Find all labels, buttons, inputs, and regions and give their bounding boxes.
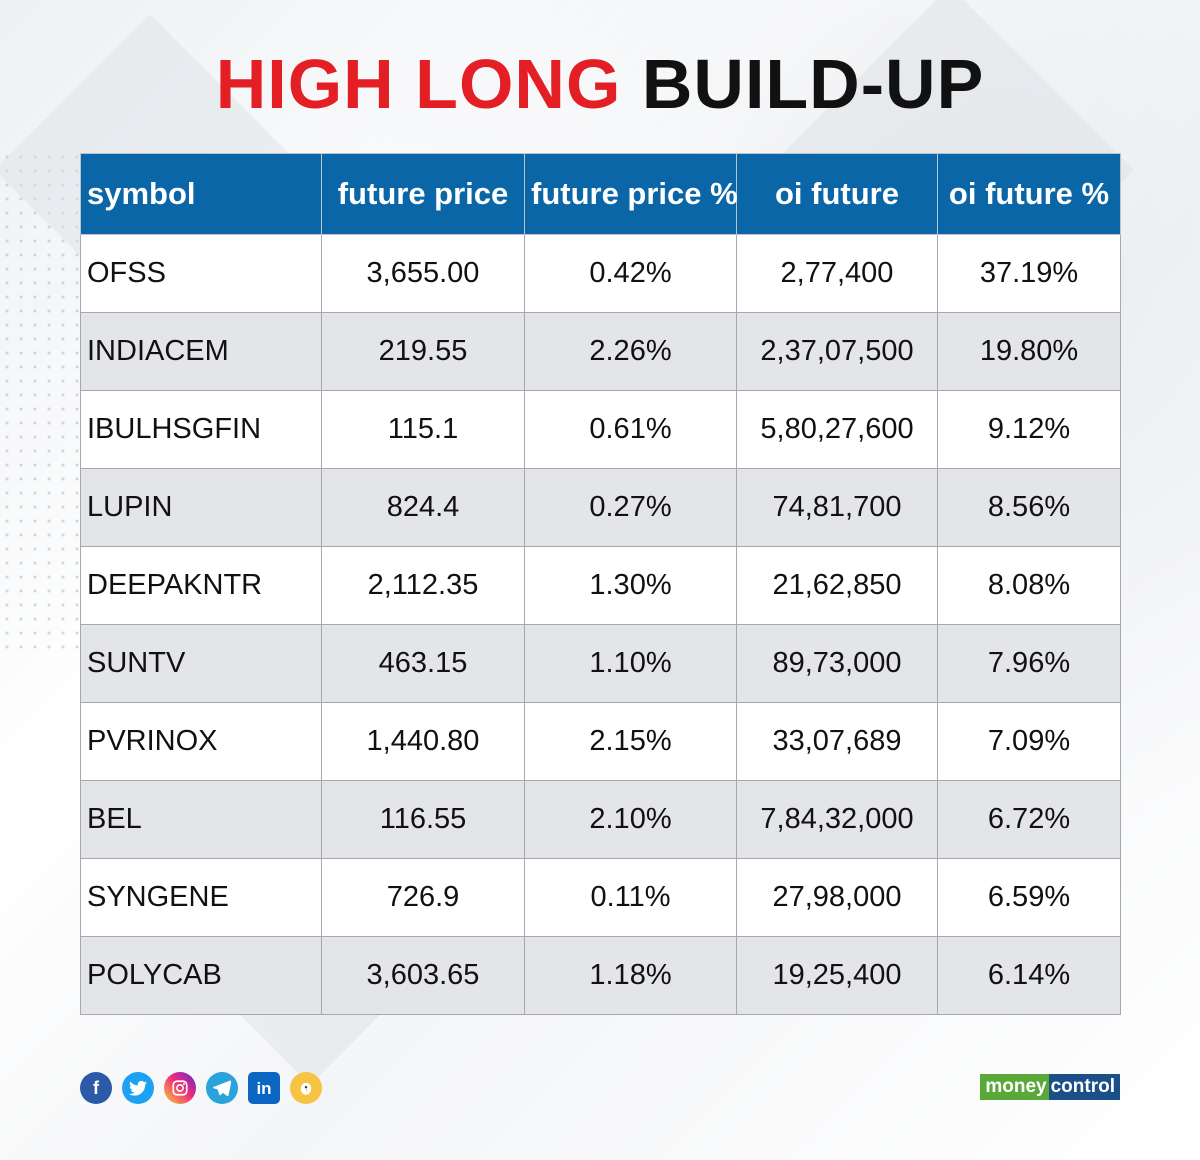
- cell-symbol: POLYCAB: [80, 936, 322, 1015]
- brand-logo-money: money: [980, 1074, 1049, 1100]
- page-title: HIGH LONG BUILD-UP: [0, 44, 1200, 124]
- cell-future-price-pct: 2.26%: [524, 312, 737, 391]
- cell-symbol: DEEPAKNTR: [80, 546, 322, 625]
- table-row: LUPIN 824.4 0.27% 74,81,700 8.56%: [80, 468, 1121, 547]
- cell-symbol: IBULHSGFIN: [80, 390, 322, 469]
- header-oi-future-pct: oi future %: [937, 153, 1121, 235]
- cell-symbol: SYNGENE: [80, 858, 322, 937]
- brand-logo: money control: [980, 1074, 1120, 1100]
- title-rest: BUILD-UP: [641, 45, 985, 123]
- header-symbol: symbol: [80, 153, 322, 235]
- table-row: INDIACEM 219.55 2.26% 2,37,07,500 19.80%: [80, 312, 1121, 391]
- cell-oi-future: 74,81,700: [736, 468, 938, 547]
- cell-future-price-pct: 0.11%: [524, 858, 737, 937]
- cell-oi-future-pct: 37.19%: [937, 234, 1121, 313]
- cell-oi-future: 89,73,000: [736, 624, 938, 703]
- cell-oi-future: 33,07,689: [736, 702, 938, 781]
- long-buildup-table: symbol future price future price % oi fu…: [80, 153, 1121, 1015]
- cell-oi-future-pct: 8.56%: [937, 468, 1121, 547]
- table-row: POLYCAB 3,603.65 1.18% 19,25,400 6.14%: [80, 936, 1121, 1015]
- twitter-icon[interactable]: [122, 1072, 154, 1104]
- title-highlight: HIGH LONG: [215, 45, 622, 123]
- table-row: PVRINOX 1,440.80 2.15% 33,07,689 7.09%: [80, 702, 1121, 781]
- telegram-icon[interactable]: [206, 1072, 238, 1104]
- cell-future-price-pct: 1.18%: [524, 936, 737, 1015]
- cell-future-price: 115.1: [321, 390, 525, 469]
- cell-oi-future: 21,62,850: [736, 546, 938, 625]
- cell-oi-future: 19,25,400: [736, 936, 938, 1015]
- cell-oi-future: 2,77,400: [736, 234, 938, 313]
- cell-oi-future-pct: 7.96%: [937, 624, 1121, 703]
- koo-icon[interactable]: [290, 1072, 322, 1104]
- brand-logo-control: control: [1048, 1074, 1120, 1100]
- footer: f in money control: [80, 1072, 1120, 1106]
- cell-oi-future-pct: 6.59%: [937, 858, 1121, 937]
- cell-future-price-pct: 0.42%: [524, 234, 737, 313]
- facebook-icon[interactable]: f: [80, 1072, 112, 1104]
- cell-oi-future: 5,80,27,600: [736, 390, 938, 469]
- cell-future-price: 3,655.00: [321, 234, 525, 313]
- table-row: SUNTV 463.15 1.10% 89,73,000 7.96%: [80, 624, 1121, 703]
- cell-oi-future-pct: 6.72%: [937, 780, 1121, 859]
- cell-symbol: OFSS: [80, 234, 322, 313]
- cell-oi-future-pct: 7.09%: [937, 702, 1121, 781]
- table-header-row: symbol future price future price % oi fu…: [80, 153, 1121, 235]
- cell-oi-future: 2,37,07,500: [736, 312, 938, 391]
- cell-oi-future: 7,84,32,000: [736, 780, 938, 859]
- cell-future-price: 726.9: [321, 858, 525, 937]
- cell-future-price-pct: 0.27%: [524, 468, 737, 547]
- table-row: IBULHSGFIN 115.1 0.61% 5,80,27,600 9.12%: [80, 390, 1121, 469]
- cell-symbol: PVRINOX: [80, 702, 322, 781]
- table-row: BEL 116.55 2.10% 7,84,32,000 6.72%: [80, 780, 1121, 859]
- cell-future-price: 219.55: [321, 312, 525, 391]
- cell-oi-future-pct: 9.12%: [937, 390, 1121, 469]
- cell-oi-future-pct: 8.08%: [937, 546, 1121, 625]
- cell-future-price-pct: 0.61%: [524, 390, 737, 469]
- cell-symbol: LUPIN: [80, 468, 322, 547]
- cell-oi-future: 27,98,000: [736, 858, 938, 937]
- cell-symbol: INDIACEM: [80, 312, 322, 391]
- cell-future-price: 116.55: [321, 780, 525, 859]
- cell-future-price: 1,440.80: [321, 702, 525, 781]
- header-future-price: future price: [321, 153, 525, 235]
- cell-future-price-pct: 2.15%: [524, 702, 737, 781]
- table-row: OFSS 3,655.00 0.42% 2,77,400 37.19%: [80, 234, 1121, 313]
- header-future-price-pct: future price %: [524, 153, 738, 235]
- table-row: DEEPAKNTR 2,112.35 1.30% 21,62,850 8.08%: [80, 546, 1121, 625]
- cell-future-price: 3,603.65: [321, 936, 525, 1015]
- cell-future-price-pct: 2.10%: [524, 780, 737, 859]
- cell-oi-future-pct: 19.80%: [937, 312, 1121, 391]
- linkedin-icon[interactable]: in: [248, 1072, 280, 1104]
- table-row: SYNGENE 726.9 0.11% 27,98,000 6.59%: [80, 858, 1121, 937]
- cell-future-price: 824.4: [321, 468, 525, 547]
- cell-future-price-pct: 1.30%: [524, 546, 737, 625]
- cell-future-price-pct: 1.10%: [524, 624, 737, 703]
- cell-oi-future-pct: 6.14%: [937, 936, 1121, 1015]
- social-links: f in: [80, 1072, 322, 1104]
- cell-symbol: SUNTV: [80, 624, 322, 703]
- instagram-icon[interactable]: [164, 1072, 196, 1104]
- cell-future-price: 463.15: [321, 624, 525, 703]
- header-oi-future: oi future: [736, 153, 938, 235]
- cell-future-price: 2,112.35: [321, 546, 525, 625]
- cell-symbol: BEL: [80, 780, 322, 859]
